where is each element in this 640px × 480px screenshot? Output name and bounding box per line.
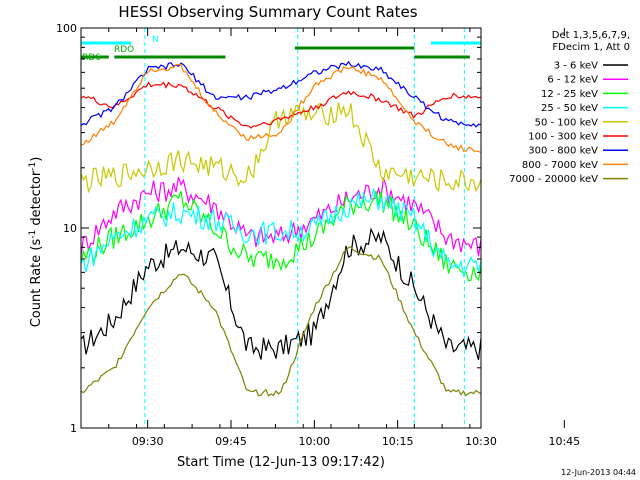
series-line-5 xyxy=(80,81,482,129)
flag-label-n: N xyxy=(152,35,159,45)
flag-label-rd6: RD6 xyxy=(82,53,101,63)
legend-header-line: FDecim 1, Att 0 xyxy=(552,42,630,53)
y-axis-label-mid: detector xyxy=(29,170,44,230)
x-tick-label: 10:00 xyxy=(298,435,330,448)
series-line-4 xyxy=(80,102,482,194)
x-tick-label: 10:45 xyxy=(548,435,580,448)
legend-label: 100 - 300 keV xyxy=(528,132,598,143)
legend-label: 50 - 100 keV xyxy=(535,117,599,128)
axes xyxy=(80,27,565,429)
legend-label: 12 - 25 keV xyxy=(541,89,598,100)
x-axis-label: Start Time (12-Jun-13 09:17:42) xyxy=(177,455,385,470)
timestamp: 12-Jun-2013 04:44 xyxy=(561,468,636,477)
legend: Det 1,3,5,6,7,9,FDecim 1, Att 0 3 - 6 keV… xyxy=(509,30,630,185)
legend-label: 7000 - 20000 keV xyxy=(509,174,598,185)
series-line-7 xyxy=(80,63,482,154)
legend-label: 25 - 50 keV xyxy=(541,103,598,114)
series-line-3 xyxy=(80,187,482,278)
y-tick-label: 10 xyxy=(63,222,77,235)
series-lines xyxy=(80,60,482,397)
flag-bars: RDO RD6 N xyxy=(81,35,481,63)
x-tick-label: 10:30 xyxy=(465,435,497,448)
y-tick-labels: 1 10 100 xyxy=(56,22,77,435)
y-axis-label-end: ) xyxy=(29,157,44,162)
series-line-0 xyxy=(80,227,482,360)
legend-label: 300 - 800 keV xyxy=(528,146,598,157)
x-tick-label: 09:45 xyxy=(215,435,247,448)
y-axis-label: Count Rate (s-1 detector-1) xyxy=(28,157,44,328)
legend-label: 3 - 6 keV xyxy=(554,61,598,72)
x-tick-label: 09:30 xyxy=(132,435,164,448)
y-axis-label-sup2: -1 xyxy=(28,162,38,171)
series-line-1 xyxy=(80,177,482,257)
x-tick-label: 10:15 xyxy=(382,435,414,448)
legend-label: 6 - 12 keV xyxy=(547,75,598,86)
legend-header-line: Det 1,3,5,6,7,9, xyxy=(552,30,630,41)
flag-label-rdo: RDO xyxy=(114,45,134,55)
y-tick-label: 1 xyxy=(70,422,77,435)
y-axis-label-sup1: -1 xyxy=(28,230,38,239)
chart-title: HESSI Observing Summary Count Rates xyxy=(118,3,417,21)
series-line-6 xyxy=(80,60,482,128)
legend-label: 800 - 7000 keV xyxy=(522,160,598,171)
y-axis-label-main: Count Rate (s xyxy=(29,239,44,328)
series-line-8 xyxy=(80,246,482,397)
x-tick-labels: 09:30 09:45 10:00 10:15 10:30 10:45 xyxy=(132,435,580,448)
y-tick-label: 100 xyxy=(56,22,77,35)
